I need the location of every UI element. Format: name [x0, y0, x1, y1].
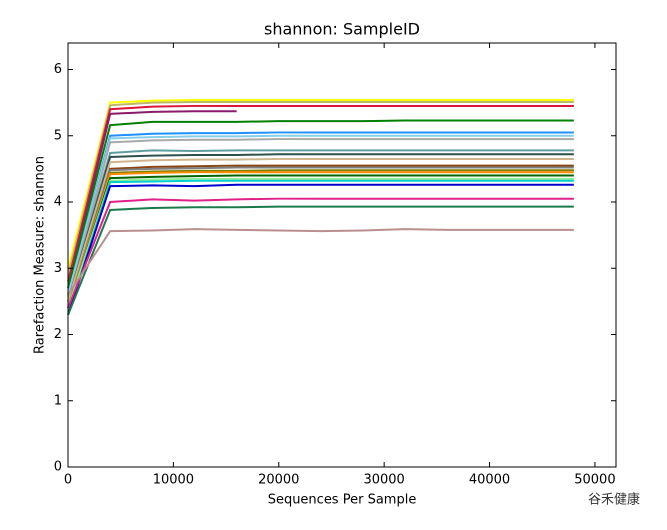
series-line: [67, 149, 574, 302]
series-line: [67, 228, 574, 296]
x-axis-label: Sequences Per Sample: [268, 493, 417, 508]
x-tick-label: 40000: [469, 473, 510, 488]
series-line: [67, 100, 574, 276]
x-tick-label: 10000: [153, 473, 194, 488]
y-tick-label: 5: [54, 128, 62, 143]
y-tick-label: 3: [54, 261, 62, 276]
series-line: [67, 134, 574, 296]
series-line: [67, 169, 574, 309]
series-line: [67, 197, 574, 309]
series-line: [67, 98, 574, 269]
series-line: [67, 131, 574, 296]
y-tick-label: 0: [54, 460, 62, 475]
plot-frame: [67, 42, 617, 468]
series-line: [67, 174, 574, 309]
series-line: [67, 177, 574, 309]
series-line: [67, 164, 574, 309]
y-axis-label: Rarefaction Measure: shannon: [33, 156, 48, 354]
series-line: [67, 171, 574, 309]
x-tick-label: 20000: [258, 473, 299, 488]
x-tick-label: 0: [64, 473, 72, 488]
series-line: [67, 205, 574, 315]
series-line: [67, 157, 574, 302]
x-tick-label: 30000: [363, 473, 404, 488]
series-line: [67, 110, 237, 289]
series-line: [67, 183, 574, 315]
chart-title: shannon: SampleID: [264, 20, 420, 39]
y-tick-label: 2: [54, 327, 62, 342]
series-line: [67, 166, 574, 309]
y-tick-label: 1: [54, 393, 62, 408]
series-line: [67, 138, 574, 302]
series-line: [67, 104, 574, 282]
watermark: 谷禾健康: [588, 492, 640, 508]
series-line: [67, 153, 574, 302]
y-tick-label: 6: [54, 62, 62, 77]
series-line: [67, 119, 574, 289]
y-tick-label: 4: [54, 195, 62, 210]
series-line: [67, 179, 574, 315]
x-tick-label: 50000: [574, 473, 615, 488]
